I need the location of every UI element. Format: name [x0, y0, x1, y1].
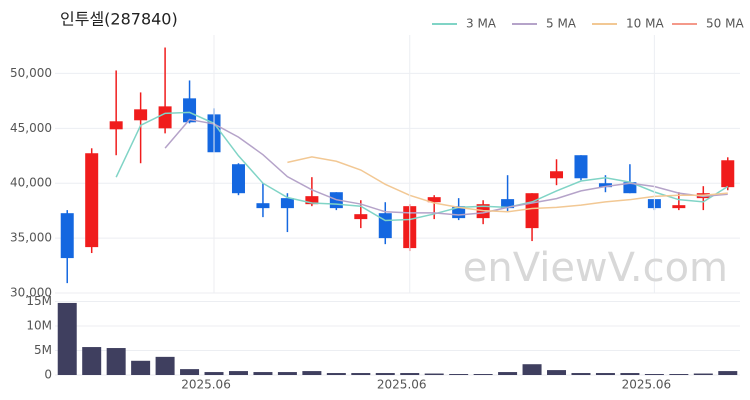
volume-bar	[204, 372, 224, 375]
volume-bar	[571, 373, 591, 375]
chart-title: 인투셀(287840)	[60, 10, 178, 29]
volume-bar	[228, 371, 248, 375]
y-tick-label: 30,000	[10, 286, 52, 300]
candle-body	[85, 153, 99, 248]
legend-label: 5 MA	[546, 17, 577, 31]
candle-body	[354, 214, 368, 220]
candle-body	[672, 205, 686, 209]
y-tick-label: 35,000	[10, 231, 52, 245]
candle-body	[550, 171, 564, 179]
volume-bar	[277, 372, 297, 375]
candle-body	[525, 193, 539, 229]
y-tick-label: 5M	[34, 343, 52, 357]
x-tick-label: 2025.06	[377, 378, 427, 392]
candle-body	[60, 213, 74, 259]
volume-bar	[669, 374, 689, 375]
volume-bar	[106, 348, 126, 375]
volume-bar	[57, 302, 77, 375]
volume-bar	[620, 373, 640, 375]
candle-body	[427, 197, 441, 203]
candle-body	[231, 164, 245, 194]
volume-bar	[522, 364, 542, 375]
volume-bar	[498, 372, 518, 375]
y-tick-label: 15M	[26, 294, 52, 308]
watermark: enViewV.com	[463, 245, 728, 291]
volume-bar	[131, 360, 151, 375]
legend-label: 50 MA	[706, 17, 744, 31]
candle-body	[452, 206, 466, 219]
y-tick-label: 50,000	[10, 66, 52, 80]
candle-body	[378, 213, 392, 239]
x-tick-label: 2025.06	[622, 378, 672, 392]
y-tick-label: 0	[44, 368, 52, 382]
candle-body	[158, 106, 172, 129]
candle-body	[183, 98, 197, 123]
volume-bar	[155, 356, 175, 375]
ma-line	[115, 111, 729, 222]
candle-body	[623, 182, 637, 194]
volume-bar	[326, 373, 346, 375]
candle-body	[501, 199, 515, 209]
volume-bar	[595, 373, 615, 375]
candle-body	[134, 109, 148, 121]
y-tick-label: 40,000	[10, 176, 52, 190]
volume-bar	[718, 371, 738, 375]
volume-bar	[302, 371, 322, 375]
candle-body	[721, 160, 735, 188]
x-tick-label: 2025.06	[181, 378, 231, 392]
volume-bar	[693, 373, 713, 375]
ma-line	[164, 118, 728, 216]
y-tick-label: 10M	[26, 318, 52, 332]
volume-bar	[400, 373, 420, 375]
candle-body	[574, 155, 588, 179]
volume-bar	[180, 369, 200, 375]
volume-bar	[424, 373, 444, 375]
volume-bar	[351, 373, 371, 375]
y-tick-label: 45,000	[10, 121, 52, 135]
candle-body	[256, 203, 270, 209]
volume-bar	[449, 374, 469, 375]
legend-label: 10 MA	[626, 17, 664, 31]
candle-body	[109, 121, 123, 130]
candle-body	[280, 198, 294, 209]
volume-bar	[473, 374, 493, 375]
volume-bar	[253, 372, 273, 375]
volume-bar	[644, 374, 664, 375]
volume-bar	[547, 370, 567, 375]
price-plot	[55, 35, 740, 293]
volume-bar	[82, 347, 102, 375]
candle-body	[305, 196, 319, 205]
candle-body	[598, 183, 612, 188]
volume-bar	[375, 373, 395, 375]
legend-label: 3 MA	[466, 17, 497, 31]
